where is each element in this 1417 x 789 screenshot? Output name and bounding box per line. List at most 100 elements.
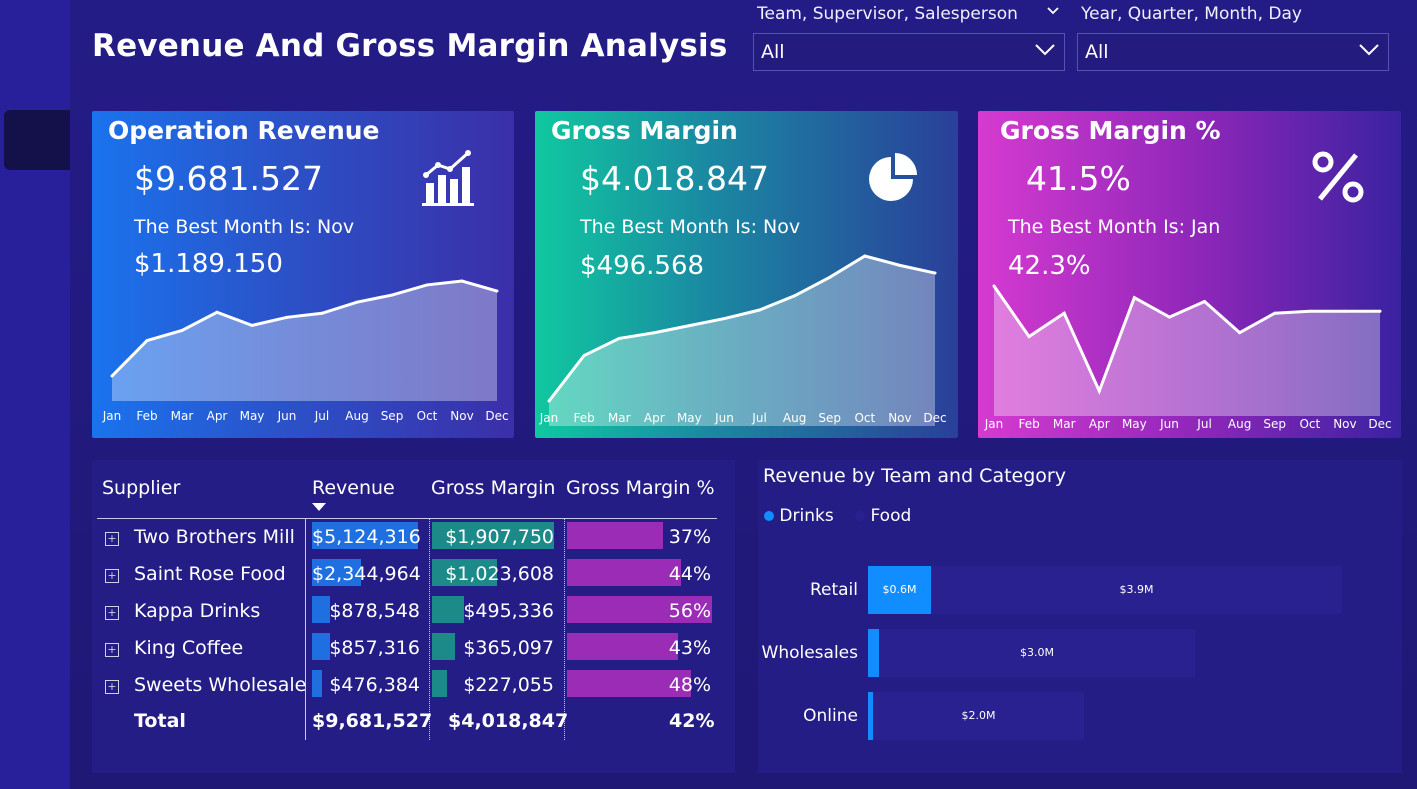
data-point-sep[interactable]: [828, 275, 832, 279]
expand-row-icon[interactable]: +: [105, 643, 119, 657]
chevron-down-icon[interactable]: [1046, 4, 1060, 22]
drinks-bar[interactable]: [868, 692, 873, 740]
supplier-name: Saint Rose Food: [134, 563, 286, 585]
data-point-jan[interactable]: [110, 374, 114, 378]
percent-icon: [1310, 149, 1366, 209]
gross-margin-card[interactable]: Jan Feb Mar Apr May Jun Jul Aug Sep Oct Nov Dec Gro…: [535, 111, 958, 438]
collapse-pane-tab[interactable]: [4, 110, 70, 170]
data-point-jul[interactable]: [1203, 300, 1207, 304]
data-point-nov[interactable]: [1343, 309, 1347, 313]
gross-margin-value: $1,023,608: [445, 563, 554, 585]
month-tick-label: Feb: [1018, 417, 1039, 431]
total-revenue: $9,681,527: [312, 710, 433, 732]
month-tick-label: Jan: [102, 409, 122, 423]
month-tick-label: Sep: [818, 411, 841, 425]
bar-chart-growth-icon: [422, 149, 478, 211]
data-point-feb[interactable]: [1027, 335, 1031, 339]
table-row[interactable]: + Sweets Wholesale $476,384 $227,055 48%: [92, 670, 735, 704]
food-bar[interactable]: [879, 629, 1195, 677]
slicer-date-dropdown[interactable]: All: [1077, 33, 1389, 71]
gross-margin-pct-area-chart: Jan Feb Mar Apr May Jun Jul Aug Sep Oct Nov Dec: [984, 284, 1392, 431]
column-header-supplier[interactable]: Supplier: [102, 477, 181, 499]
table-row[interactable]: + Kappa Drinks $878,548 $495,336 56%: [92, 596, 735, 630]
gm-pct-value: 56%: [668, 600, 711, 622]
data-point-sep[interactable]: [390, 293, 394, 297]
data-point-may[interactable]: [250, 323, 254, 327]
data-point-apr[interactable]: [215, 310, 219, 314]
data-point-may[interactable]: [1132, 296, 1136, 300]
data-point-jan[interactable]: [547, 399, 551, 403]
team-category-chart[interactable]: Revenue by Team and Category Drinks Food…: [758, 460, 1402, 773]
month-tick-label: Jul: [751, 411, 766, 425]
data-point-apr[interactable]: [1097, 389, 1101, 393]
table-row[interactable]: + Saint Rose Food $2,344,964 $1,023,608 44%: [92, 559, 735, 593]
data-point-dec[interactable]: [495, 289, 499, 293]
data-point-mar[interactable]: [617, 336, 621, 340]
data-point-apr[interactable]: [652, 331, 656, 335]
column-divider: [564, 518, 565, 740]
month-tick-label: Aug: [783, 411, 806, 425]
drinks-bar[interactable]: [868, 629, 879, 677]
gm-pct-bar: [567, 559, 681, 586]
month-tick-label: Apr: [1089, 417, 1110, 431]
revenue-value: $476,384: [329, 674, 420, 696]
gross-margin-pct-card[interactable]: Jan Feb Mar Apr May Jun Jul Aug Sep Oct Nov Dec Gro…: [978, 111, 1401, 438]
table-row[interactable]: + Two Brothers Mill $5,124,316 $1,907,750 37…: [92, 522, 735, 556]
column-header-gross-margin[interactable]: Gross Margin: [431, 477, 556, 499]
operation-revenue-card[interactable]: Jan Feb Mar Apr May Jun Jul Aug Sep Oct Nov Dec Ope…: [92, 111, 514, 438]
data-point-jul[interactable]: [758, 308, 762, 312]
table-row[interactable]: + King Coffee $857,316 $365,097 43%: [92, 633, 735, 667]
slicer-team-dropdown[interactable]: All: [753, 33, 1065, 71]
total-gross-margin: $4,018,847: [448, 710, 569, 732]
month-tick-label: May: [240, 409, 265, 423]
supplier-table[interactable]: Supplier Revenue Gross Margin Gross Marg…: [92, 460, 735, 773]
data-point-oct[interactable]: [863, 254, 867, 258]
legend-food[interactable]: Food: [870, 506, 912, 526]
data-point-mar[interactable]: [1062, 311, 1066, 315]
data-point-jan[interactable]: [992, 284, 996, 288]
column-header-gm-pct[interactable]: Gross Margin %: [566, 477, 715, 499]
gm-pct-bar: [567, 596, 712, 623]
data-point-aug[interactable]: [1238, 331, 1242, 335]
food-bar[interactable]: [873, 692, 1084, 740]
gross-margin-value: $1,907,750: [445, 526, 554, 548]
data-point-feb[interactable]: [582, 354, 586, 358]
data-point-jun[interactable]: [285, 315, 289, 319]
data-point-may[interactable]: [687, 324, 691, 328]
chevron-down-icon: [1035, 44, 1055, 56]
data-point-sep[interactable]: [1273, 311, 1277, 315]
data-point-mar[interactable]: [180, 328, 184, 332]
data-point-jun[interactable]: [722, 317, 726, 321]
data-point-aug[interactable]: [355, 300, 359, 304]
expand-row-icon[interactable]: +: [105, 532, 119, 546]
legend-drinks[interactable]: Drinks: [779, 506, 834, 526]
card-value: $9.681.527: [134, 159, 323, 198]
data-point-feb[interactable]: [145, 339, 149, 343]
data-point-oct[interactable]: [1308, 309, 1312, 313]
month-tick-label: Mar: [608, 411, 631, 425]
data-point-jul[interactable]: [320, 311, 324, 315]
expand-row-icon[interactable]: +: [105, 606, 119, 620]
data-point-nov[interactable]: [460, 279, 464, 283]
total-label: Total: [134, 710, 186, 732]
month-tick-label: Jun: [714, 411, 734, 425]
month-tick-label: Dec: [923, 411, 946, 425]
data-point-dec[interactable]: [1378, 309, 1382, 313]
supplier-name: Kappa Drinks: [134, 600, 261, 622]
expand-row-icon[interactable]: +: [105, 680, 119, 694]
expand-row-icon[interactable]: +: [105, 569, 119, 583]
drinks-bar[interactable]: [868, 566, 931, 614]
data-point-aug[interactable]: [793, 294, 797, 298]
column-header-revenue[interactable]: Revenue: [312, 477, 395, 499]
legend-dot-food: [855, 511, 866, 521]
legend-dot-drinks: [764, 511, 774, 521]
month-tick-label: Feb: [573, 411, 594, 425]
data-point-jun[interactable]: [1167, 315, 1171, 319]
data-point-nov[interactable]: [898, 263, 902, 267]
data-point-oct[interactable]: [425, 283, 429, 287]
month-tick-label: Dec: [1368, 417, 1391, 431]
food-bar[interactable]: [931, 566, 1342, 614]
month-tick-label: Nov: [1333, 417, 1356, 431]
month-tick-label: Jul: [1196, 417, 1211, 431]
data-point-dec[interactable]: [933, 271, 937, 275]
